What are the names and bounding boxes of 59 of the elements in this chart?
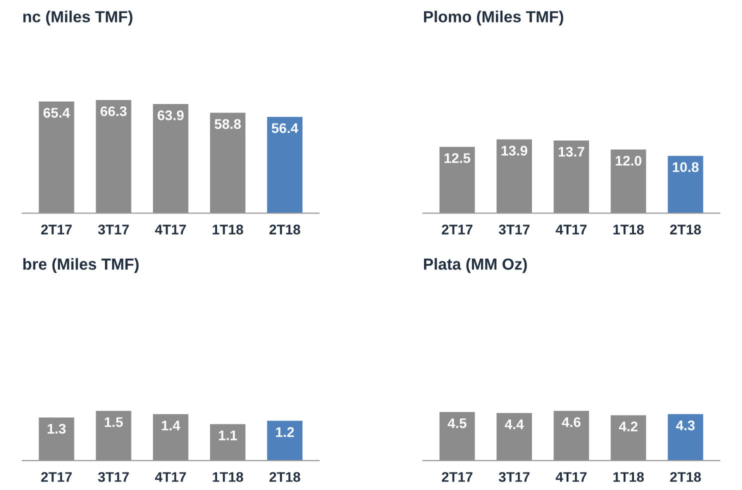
x-tick-label: 1T18: [613, 472, 644, 482]
data-label: 13.7: [558, 146, 584, 157]
bar: [96, 410, 132, 461]
x-tick-label: 2T17: [41, 224, 72, 234]
data-label: 4.3: [676, 420, 695, 430]
x-tick-label: 1T18: [212, 224, 244, 234]
data-label: 12.5: [444, 153, 470, 164]
bar: [267, 420, 303, 461]
bar: [38, 417, 74, 461]
chart-title: nc (Miles TMF): [23, 10, 132, 26]
data-label: 1.5: [104, 417, 123, 428]
x-tick-label: 3T17: [98, 224, 129, 234]
bar: [610, 149, 646, 214]
x-tick-label: 4T17: [556, 224, 587, 234]
x-tick-label: 2T17: [41, 472, 72, 482]
chart-title: Plata (MM Oz): [424, 258, 527, 273]
x-tick-label: 2T18: [269, 472, 300, 482]
data-label: 4.4: [504, 420, 524, 430]
bar: [439, 146, 475, 214]
bar: [96, 100, 132, 214]
bar: [496, 139, 532, 214]
bar: [668, 156, 704, 214]
bar: [210, 112, 246, 214]
bar: [267, 116, 303, 214]
chart-title: bre (Miles TMF): [23, 258, 139, 273]
x-tick-label: 3T17: [498, 224, 530, 234]
bar: [152, 104, 188, 214]
data-label: 1.1: [218, 430, 238, 440]
data-label: 4.2: [618, 422, 638, 432]
x-tick-label: 3T17: [98, 472, 129, 482]
data-label: 65.4: [44, 108, 70, 118]
data-label: 56.4: [272, 123, 298, 134]
x-tick-label: 2T17: [442, 224, 472, 234]
bar: [38, 101, 74, 214]
x-tick-label: 2T18: [670, 472, 701, 482]
data-label: 1.4: [162, 420, 180, 430]
x-tick-label: 2T18: [670, 224, 701, 234]
x-tick-label: 4T17: [155, 224, 186, 234]
data-label: 1.3: [48, 424, 66, 434]
data-label: 63.9: [158, 110, 184, 120]
x-tick-label: 4T17: [155, 472, 186, 482]
data-label: 4.6: [562, 417, 580, 428]
chart-title: Plomo (Miles TMF): [424, 10, 564, 26]
data-label: 58.8: [214, 119, 241, 129]
x-tick-label: 4T17: [556, 472, 587, 482]
x-tick-label: 2T17: [442, 472, 472, 482]
bar: [210, 424, 246, 461]
x-tick-label: 3T17: [498, 472, 530, 482]
bar: [152, 414, 188, 461]
data-label: 4.5: [448, 418, 466, 428]
data-label: 13.9: [502, 146, 528, 156]
data-label: 1.2: [276, 427, 294, 437]
data-label: 12.0: [616, 156, 642, 166]
x-tick-label: 1T18: [212, 472, 244, 482]
x-tick-label: 2T18: [269, 224, 300, 234]
data-label: 10.8: [672, 162, 699, 172]
data-label: 66.3: [100, 106, 127, 116]
x-tick-label: 1T18: [613, 224, 644, 234]
bar: [554, 140, 590, 214]
